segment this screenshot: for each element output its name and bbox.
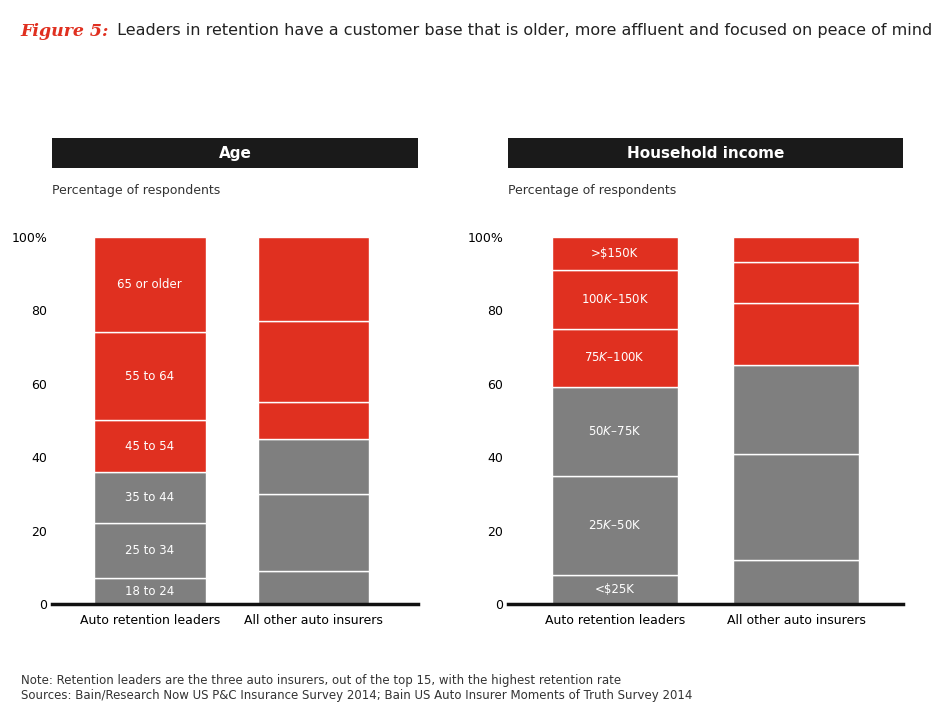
Text: >$150K: >$150K — [591, 247, 638, 260]
Bar — [94, 578, 205, 604]
Bar — [257, 494, 370, 571]
Bar — [257, 321, 370, 402]
Text: $50K–$75K: $50K–$75K — [588, 425, 641, 438]
Bar — [733, 237, 859, 262]
Bar — [733, 453, 859, 560]
Bar — [94, 420, 205, 472]
Text: 18 to 24: 18 to 24 — [125, 585, 175, 598]
Bar — [94, 237, 205, 332]
Bar — [257, 237, 370, 321]
Bar — [552, 270, 677, 329]
Text: Age: Age — [218, 146, 252, 160]
Bar — [733, 560, 859, 604]
Bar — [257, 571, 370, 604]
Bar — [733, 365, 859, 453]
Text: $25K–$50K: $25K–$50K — [588, 518, 641, 532]
Text: $75K–$100K: $75K–$100K — [584, 352, 645, 365]
Text: Household income: Household income — [627, 146, 784, 160]
Text: Leaders in retention have a customer base that is older, more affluent and focus: Leaders in retention have a customer bas… — [112, 23, 932, 38]
Text: Percentage of respondents: Percentage of respondents — [508, 184, 676, 197]
Bar — [733, 262, 859, 303]
Bar — [552, 475, 677, 575]
Bar — [552, 329, 677, 388]
Text: 45 to 54: 45 to 54 — [125, 440, 175, 453]
Text: 65 or older: 65 or older — [118, 278, 182, 291]
Bar — [257, 439, 370, 494]
Text: Percentage of respondents: Percentage of respondents — [52, 184, 220, 197]
Bar — [552, 237, 677, 270]
Text: 25 to 34: 25 to 34 — [125, 544, 175, 558]
Text: $100K–$150K: $100K–$150K — [580, 292, 649, 306]
Text: 55 to 64: 55 to 64 — [125, 370, 175, 383]
Bar — [94, 523, 205, 578]
Bar — [94, 472, 205, 523]
Text: 35 to 44: 35 to 44 — [125, 491, 175, 504]
Text: Figure 5:: Figure 5: — [21, 23, 109, 40]
Bar — [94, 332, 205, 420]
Bar — [733, 303, 859, 365]
Bar — [552, 575, 677, 604]
Bar — [552, 388, 677, 475]
Text: Note: Retention leaders are the three auto insurers, out of the top 15, with the: Note: Retention leaders are the three au… — [21, 674, 693, 702]
Bar — [257, 402, 370, 439]
Text: <$25K: <$25K — [595, 583, 635, 596]
